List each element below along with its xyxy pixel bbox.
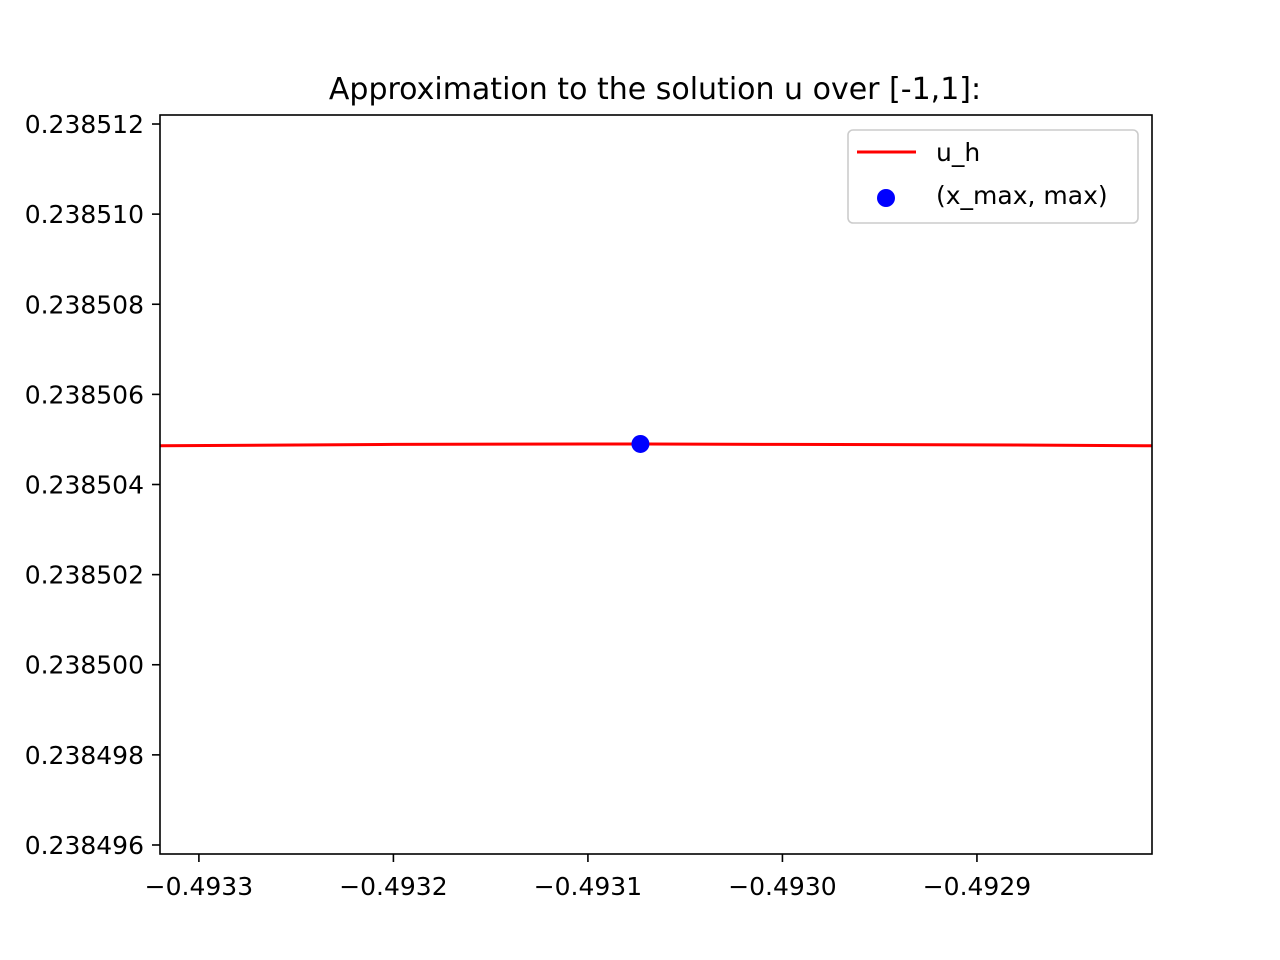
y-tick-label: 0.238496: [25, 831, 144, 860]
series-line-u-h: [160, 442, 1152, 448]
chart-title: Approximation to the solution u over [-1…: [329, 72, 981, 107]
legend-label-u-h: u_h: [936, 138, 980, 167]
y-tick-label: 0.238502: [25, 561, 144, 590]
x-tick-label: −0.4932: [339, 872, 447, 901]
series-scatter-x-max: [631, 434, 650, 453]
legend: u_h (x_max, max): [847, 129, 1139, 224]
y-tick-label: 0.238506: [25, 380, 144, 409]
y-axis: 0.238496 0.238498 0.238500 0.238502 0.238504…: [25, 110, 160, 860]
y-tick-label: 0.238512: [25, 110, 144, 139]
y-tick-label: 0.238508: [25, 290, 144, 319]
plot-frame: [159, 114, 1153, 855]
x-tick-label: −0.4929: [923, 872, 1031, 901]
legend-box: [847, 129, 1139, 224]
legend-label-x-max: (x_max, max): [936, 181, 1108, 210]
scatter-point: [631, 434, 650, 453]
y-tick-label: 0.238498: [25, 741, 144, 770]
plot-area: [160, 434, 1152, 453]
x-tick-label: −0.4930: [728, 872, 836, 901]
x-tick-label: −0.4933: [145, 872, 253, 901]
y-tick-label: 0.238510: [25, 200, 144, 229]
x-tick-label: −0.4931: [534, 872, 642, 901]
legend-swatch-x-max: [877, 189, 895, 207]
y-tick-label: 0.238500: [25, 651, 144, 680]
x-axis: −0.4933 −0.4932 −0.4931 −0.4930 −0.4929: [145, 854, 1031, 901]
y-tick-label: 0.238504: [25, 471, 144, 500]
